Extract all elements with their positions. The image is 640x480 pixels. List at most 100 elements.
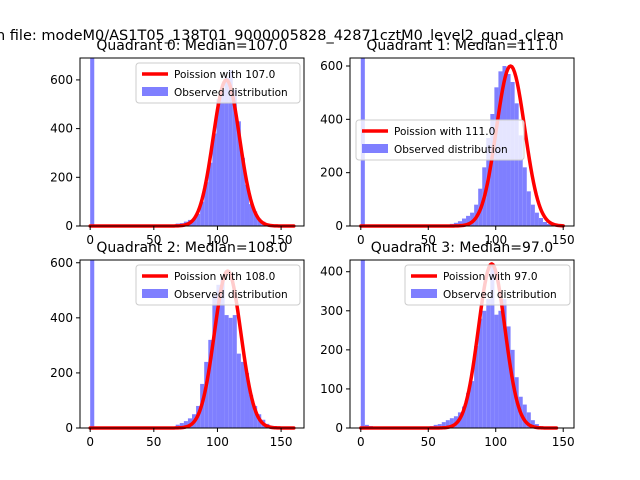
chart-title: Quadrant 0: Median=107.0 (96, 38, 287, 54)
legend-patch-swatch (142, 289, 168, 298)
histogram-bar (240, 361, 245, 428)
histogram-bar (228, 317, 233, 428)
histogram-bar (502, 299, 507, 428)
x-tick-label: 150 (552, 435, 575, 449)
histogram-bar (90, 260, 95, 428)
histogram-bar (208, 339, 213, 428)
histogram-bar (534, 212, 539, 226)
chart-panel-1: Quadrant 1: Median=111.0 0 50 100 150 0 200 400… (320, 38, 575, 247)
histogram-bar (253, 405, 258, 428)
histogram-bar (466, 215, 471, 226)
legend-patch-swatch (362, 144, 388, 153)
x-tick-label: 100 (206, 233, 229, 247)
x-tick-label: 100 (484, 233, 507, 247)
y-tick-label: 200 (50, 170, 73, 184)
histogram-bar (449, 418, 454, 428)
histogram-bar (196, 213, 201, 226)
histogram-bar (470, 212, 475, 226)
y-tick-label: 0 (335, 219, 343, 233)
x-tick-label: 0 (357, 435, 365, 449)
legend-box (404, 264, 571, 306)
histogram-bar (204, 182, 209, 226)
legend-entry-fit: Poission with 111.0 (394, 126, 495, 138)
histogram-bar (498, 310, 503, 428)
histogram-bar (224, 77, 229, 226)
y-tick-label: 600 (320, 59, 343, 73)
histogram-bar (249, 204, 254, 226)
x-tick-label: 0 (86, 435, 94, 449)
histogram-bar (482, 310, 487, 428)
histogram-bar (216, 99, 221, 226)
x-tick-label: 50 (421, 233, 436, 247)
chart-title: Quadrant 1: Median=111.0 (366, 38, 557, 54)
legend-patch-swatch (142, 87, 168, 96)
y-tick-label: 600 (50, 256, 73, 270)
histogram-bar (437, 424, 442, 428)
histogram-bar (526, 191, 531, 226)
histogram-bar (462, 406, 467, 428)
y-tick-label: 300 (320, 304, 343, 318)
x-tick-label: 150 (270, 233, 293, 247)
histogram-bar (522, 167, 527, 226)
histogram-bar (360, 260, 365, 428)
histogram-bar (90, 58, 95, 226)
axes-frame (349, 259, 575, 429)
histogram-bar (208, 162, 213, 226)
y-tick-label: 0 (65, 421, 73, 435)
histogram-bar (228, 70, 233, 226)
histogram-bar (457, 221, 462, 226)
axes-frame (79, 57, 305, 227)
y-tick-label: 200 (50, 366, 73, 380)
histogram-bar (506, 326, 511, 428)
histogram-bar (530, 204, 535, 226)
histogram-bar (232, 315, 237, 428)
histogram-bar (490, 263, 495, 428)
histogram-bar (220, 89, 225, 226)
y-tick-label: 400 (50, 311, 73, 325)
x-tick-label: 0 (357, 233, 365, 247)
x-tick-label: 50 (421, 435, 436, 449)
histogram-bar (494, 314, 499, 428)
histogram-bar (542, 222, 548, 226)
y-tick-label: 400 (320, 265, 343, 279)
histogram-bar (240, 157, 245, 226)
y-tick-label: 400 (320, 112, 343, 126)
x-tick-label: 50 (146, 233, 161, 247)
y-tick-label: 100 (320, 382, 343, 396)
histogram-bar (538, 218, 543, 226)
chart-title: Quadrant 2: Median=108.0 (96, 240, 287, 256)
axes-frame (349, 57, 575, 227)
histogram-bar (244, 372, 250, 428)
histogram-bar (462, 218, 467, 226)
figure-suptitle: n file: modeM0/AS1T05_138T01_9000005828_… (0, 28, 564, 44)
histogram-bar (470, 381, 475, 428)
legend-entry-fit: Poission with 108.0 (174, 271, 275, 283)
histogram-bar (220, 279, 225, 428)
y-tick-label: 200 (320, 166, 343, 180)
legend-box (135, 62, 301, 104)
histogram-bar (244, 184, 250, 226)
chart-panel-2: Quadrant 2: Median=108.0 0 50 100 150 0 200 400… (50, 240, 305, 449)
histogram-bar (522, 404, 527, 428)
histogram-bar (257, 218, 262, 226)
histogram-bar (486, 299, 491, 428)
histogram-bar (212, 133, 217, 226)
histogram-bar (530, 420, 535, 428)
histogram-bar (466, 392, 471, 428)
histogram-bar (514, 103, 519, 226)
chart-title: Quadrant 3: Median=97.0 (371, 240, 553, 256)
histogram-bar (526, 412, 531, 428)
histogram-bar (490, 114, 495, 226)
y-tick-label: 0 (335, 421, 343, 435)
histogram-bar (187, 418, 192, 428)
legend-entry-observed: Observed distribution (394, 144, 508, 156)
y-tick-label: 400 (50, 122, 73, 136)
x-tick-label: 0 (86, 233, 94, 247)
legend-box (135, 264, 301, 306)
legend-box (355, 119, 525, 161)
histogram-bar (518, 135, 523, 226)
histogram-bar (253, 211, 258, 226)
histogram-bar (183, 421, 188, 428)
x-tick-label: 100 (484, 435, 507, 449)
